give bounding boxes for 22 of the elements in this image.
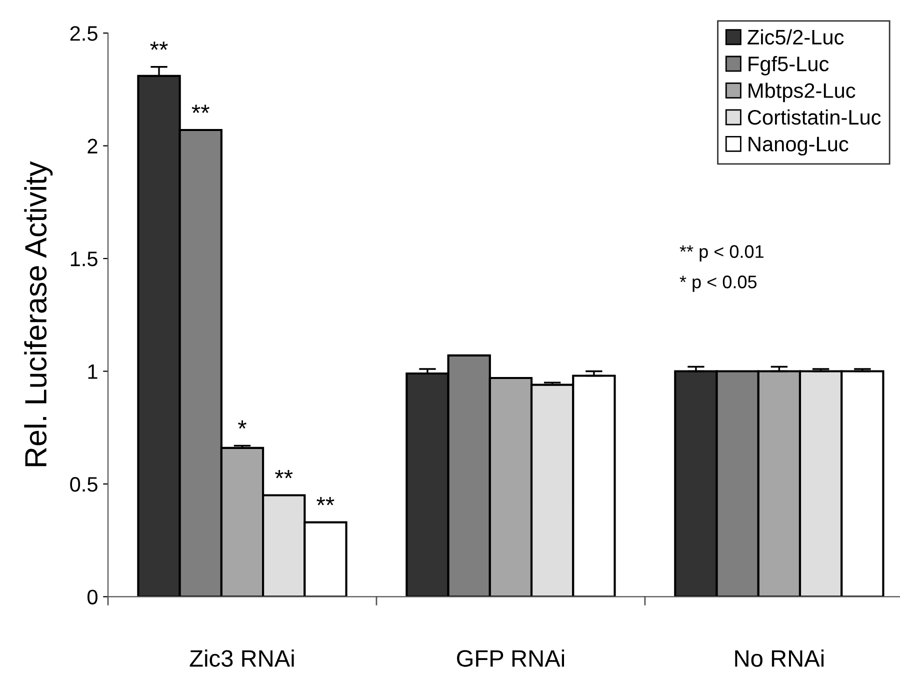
data-label: ** xyxy=(316,496,334,506)
y-tick-label: 1.5 xyxy=(70,252,98,266)
data-label: * xyxy=(238,420,246,429)
y-tick-label: 0.5 xyxy=(70,476,98,492)
y-tick-label: 2 xyxy=(88,138,98,154)
y-tick-label: 0 xyxy=(88,590,98,604)
annotation: * p < 0.05 xyxy=(680,276,757,292)
data-label: ** xyxy=(192,104,210,113)
y-tick-label: 1 xyxy=(88,364,98,379)
x-tick-label: No RNAi xyxy=(735,649,824,667)
data-label: ** xyxy=(275,470,293,478)
legend-label: Fgf5-Luc xyxy=(748,56,829,76)
y-tick-label: 2.5 xyxy=(70,26,98,41)
x-tick-label: Zic3 RNAi xyxy=(190,649,294,667)
legend-label: Mbtps2-Luc xyxy=(748,82,856,102)
y-axis-title: Rel. Luciferase Activity xyxy=(24,161,53,466)
data-label: ** xyxy=(150,42,168,50)
annotation: ** p < 0.01 xyxy=(680,245,764,262)
legend-label: Nanog-Luc xyxy=(748,136,848,156)
legend-label: Cortistatin-Luc xyxy=(748,109,881,125)
legend-label: Zic5/2-Luc xyxy=(748,29,844,45)
x-tick-label: GFP RNAi xyxy=(457,649,564,667)
